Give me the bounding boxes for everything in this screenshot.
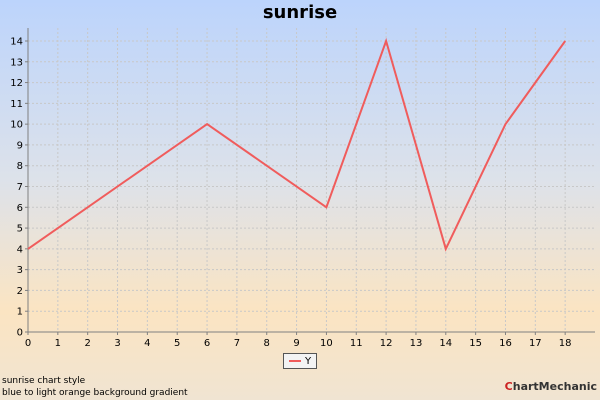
x-tick-label: 1 (55, 338, 61, 349)
footnote-line-2: blue to light orange background gradient (2, 388, 188, 398)
y-tick-label: 3 (17, 265, 23, 276)
x-tick-label: 13 (410, 338, 423, 349)
grid-layer (27, 28, 595, 333)
x-tick-label: 6 (204, 338, 210, 349)
x-tick-label: 18 (559, 338, 572, 349)
y-tick-label: 12 (10, 78, 23, 89)
footnote-line-1: sunrise chart style (2, 376, 86, 386)
y-tick-label: 13 (10, 57, 23, 68)
x-tick-label: 15 (469, 338, 482, 349)
x-tick-label: 3 (114, 338, 120, 349)
series-layer (27, 37, 567, 252)
legend-label: Y (304, 355, 312, 367)
x-tick-label: 9 (293, 338, 299, 349)
x-tick-label: 4 (144, 338, 150, 349)
x-tick-label: 0 (25, 338, 31, 349)
x-tick-label: 10 (320, 338, 333, 349)
brand-logo-text: hartMechanic (512, 380, 597, 393)
y-tick-label: 4 (17, 244, 23, 255)
y-tick-label: 0 (17, 328, 23, 339)
legend: Y (283, 353, 317, 369)
x-tick-label: 17 (529, 338, 542, 349)
x-tick-label: 11 (350, 338, 363, 349)
y-tick-label: 2 (17, 286, 23, 297)
y-tick-label: 9 (17, 140, 23, 151)
brand-logo-initial: C (504, 380, 513, 393)
y-tick-label: 6 (17, 203, 23, 214)
x-tick-label: 14 (439, 338, 452, 349)
brand-logo: ChartMechanic (505, 380, 597, 393)
y-tick-label: 8 (17, 161, 23, 172)
x-tick-label: 12 (380, 338, 393, 349)
x-tick-label: 2 (84, 338, 90, 349)
chart-title: sunrise (262, 2, 338, 23)
x-tick-label: 7 (234, 338, 240, 349)
footnote: sunrise chart style blue to light orange… (2, 375, 188, 399)
x-tick-label: 5 (174, 338, 180, 349)
y-tick-label: 14 (10, 37, 23, 48)
y-tick-label: 5 (17, 224, 23, 235)
y-tick-label: 1 (17, 307, 23, 318)
x-tick-label: 16 (499, 338, 512, 349)
y-tick-label: 11 (10, 99, 23, 110)
legend-swatch (288, 360, 301, 362)
x-tick-label: 8 (264, 338, 270, 349)
y-tick-label: 10 (10, 120, 23, 131)
y-tick-label: 7 (17, 182, 23, 193)
